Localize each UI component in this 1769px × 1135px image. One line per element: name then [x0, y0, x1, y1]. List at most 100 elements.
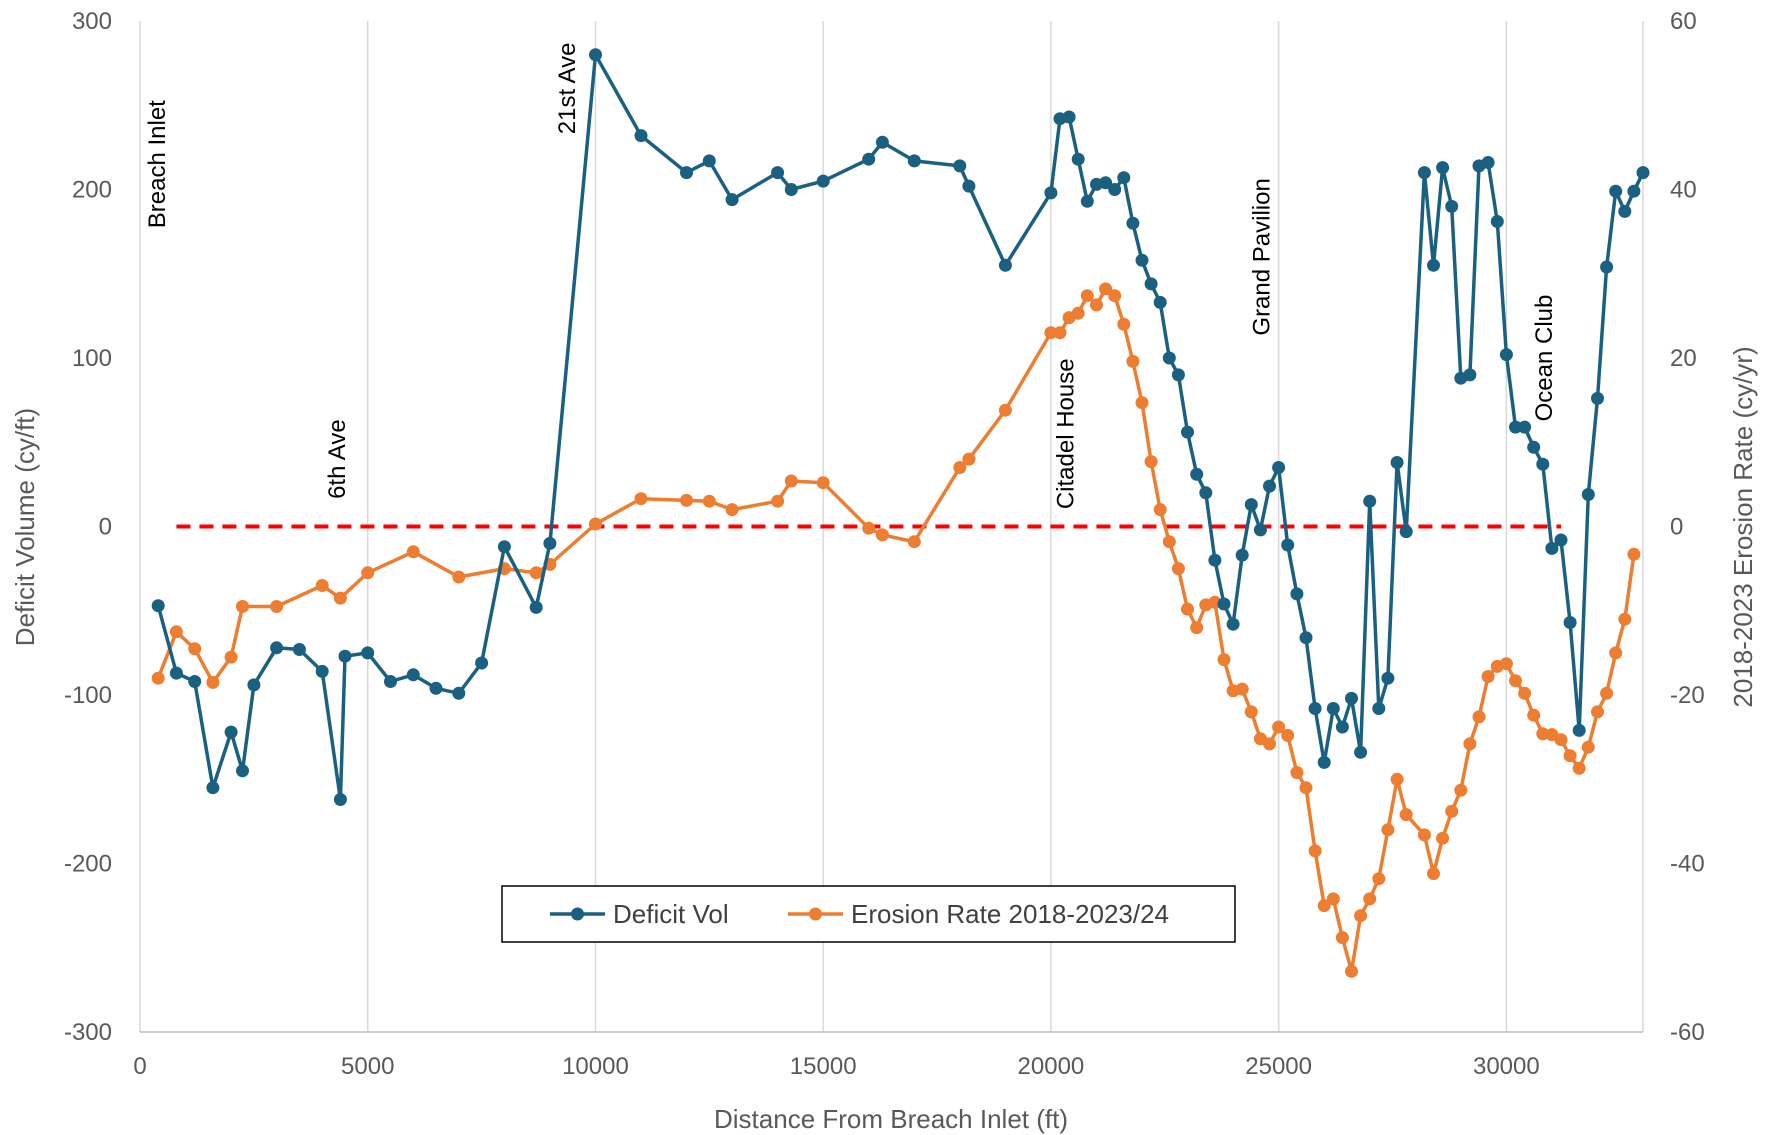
x-tick-label: 25000: [1245, 1053, 1312, 1080]
deficit-vol-point: [1354, 745, 1368, 759]
deficit-vol-point: [1335, 720, 1349, 734]
erosion-rate-point: [1527, 708, 1541, 722]
x-tick-label: 15000: [790, 1053, 857, 1080]
erosion-rate-point: [1281, 728, 1295, 742]
erosion-rate-point: [1417, 828, 1431, 842]
erosion-rate-point: [1518, 686, 1532, 700]
x-axis-title: Distance From Breach Inlet (ft): [714, 1104, 1068, 1134]
deficit-vol-point: [361, 646, 375, 660]
erosion-rate-point: [962, 452, 976, 466]
erosion-rate-point: [1044, 326, 1058, 340]
deficit-vol-point: [1509, 420, 1522, 434]
deficit-vol-point: [1609, 184, 1623, 198]
erosion-rate-point: [1363, 892, 1377, 906]
erosion-rate-point: [1190, 621, 1204, 635]
erosion-rate-point: [1135, 396, 1149, 410]
x-tick-label: 20000: [1018, 1053, 1085, 1080]
y2-tick-label: -40: [1670, 851, 1705, 878]
deficit-vol-point: [907, 154, 921, 168]
y-tick-label: 200: [72, 177, 112, 204]
deficit-vol-point: [1281, 538, 1295, 552]
erosion-rate-point: [270, 600, 284, 613]
deficit-vol-point: [1217, 597, 1231, 611]
deficit-vol-point: [589, 48, 602, 62]
deficit-vol-point: [1527, 440, 1541, 454]
erosion-rate-point: [1053, 326, 1067, 340]
erosion-rate-point: [1153, 503, 1167, 517]
deficit-vol-point: [702, 154, 716, 168]
erosion-rate-point: [816, 476, 830, 490]
deficit-vol-point: [151, 599, 165, 613]
erosion-rate-point: [1308, 844, 1322, 858]
deficit-vol-point: [1490, 215, 1504, 228]
deficit-vol-point: [1417, 166, 1431, 180]
deficit-vol-point: [1117, 171, 1131, 185]
erosion-rate-point: [1080, 289, 1094, 303]
deficit-vol-point: [475, 656, 489, 670]
erosion-rate-point: [1509, 674, 1522, 688]
y2-tick-label: 40: [1670, 177, 1697, 204]
deficit-vol-point: [1436, 161, 1450, 175]
legend-erosion-rate-label: Erosion Rate 2018-2023/24: [851, 899, 1169, 929]
deficit-vol-point: [206, 781, 220, 795]
deficit-vol-point: [771, 166, 785, 180]
erosion-rate-point: [1272, 720, 1286, 734]
erosion-rate-point: [1126, 354, 1140, 368]
erosion-rate-point: [1381, 823, 1395, 837]
deficit-vol-point: [1126, 216, 1140, 230]
deficit-vol-point: [1499, 348, 1513, 362]
deficit-vol-point: [1299, 631, 1313, 645]
deficit-vol-point: [543, 536, 557, 550]
erosion-rate-point: [998, 403, 1012, 417]
y2-tick-label: 60: [1670, 8, 1697, 35]
erosion-rate-point: [1463, 737, 1477, 751]
y-axis-title: Deficit Volume (cy/ft): [10, 408, 40, 646]
deficit-vol-point: [1062, 110, 1076, 124]
erosion-rate-point: [1372, 872, 1386, 886]
deficit-vol-point: [1181, 425, 1194, 439]
erosion-rate-point: [361, 566, 375, 580]
deficit-vol-point: [998, 258, 1012, 272]
deficit-vol-point: [497, 540, 511, 554]
x-tick-label: 30000: [1473, 1053, 1540, 1080]
deficit-vol-point: [1272, 461, 1286, 474]
erosion-rate-point: [634, 492, 648, 506]
deficit-vol-point: [1518, 420, 1532, 434]
tick-label-layer: 0 5000 10000 15000 20000 25000 30000-300-200-1…: [64, 8, 1705, 1080]
erosion-rate-point: [862, 521, 876, 535]
legend-box: [501, 885, 1236, 943]
x-tick-label: 10000: [562, 1053, 629, 1080]
deficit-vol-point: [1372, 702, 1386, 715]
deficit-vol-point: [292, 643, 306, 656]
erosion-rate-point: [1600, 686, 1614, 700]
deficit-vol-point: [224, 725, 238, 739]
erosion-rate-point: [1263, 737, 1276, 751]
erosion-rate-point: [1181, 602, 1194, 616]
erosion-rate-point: [1171, 562, 1185, 576]
deficit-vol-point: [634, 129, 648, 143]
deficit-vol-point: [1545, 541, 1559, 555]
deficit-vol-point: [1208, 553, 1222, 567]
x-tick-label: 5000: [341, 1053, 394, 1080]
deficit-vol-point: [1390, 456, 1404, 469]
erosion-rate-point: [1572, 761, 1586, 775]
erosion-rate-point: [1244, 705, 1258, 719]
deficit-vol-point: [1536, 457, 1550, 471]
deficit-vol-point: [1071, 152, 1085, 166]
deficit-vol-point: [452, 686, 466, 700]
deficit-vol-line: [156, 52, 1645, 802]
deficit-vol-point: [1572, 723, 1586, 737]
erosion-rate-point: [771, 494, 785, 508]
series-layer: [151, 48, 1650, 978]
erosion-rate-point: [1554, 733, 1568, 747]
deficit-vol-point: [247, 678, 261, 692]
erosion-rate-point: [333, 591, 347, 605]
y2-tick-label: 0: [1670, 514, 1683, 541]
deficit-vol-point: [270, 641, 284, 655]
erosion-rate-point: [1618, 612, 1632, 626]
deficit-vol-point: [236, 764, 249, 778]
erosion-rate-point: [224, 650, 238, 664]
erosion-rate-point: [1162, 535, 1176, 549]
